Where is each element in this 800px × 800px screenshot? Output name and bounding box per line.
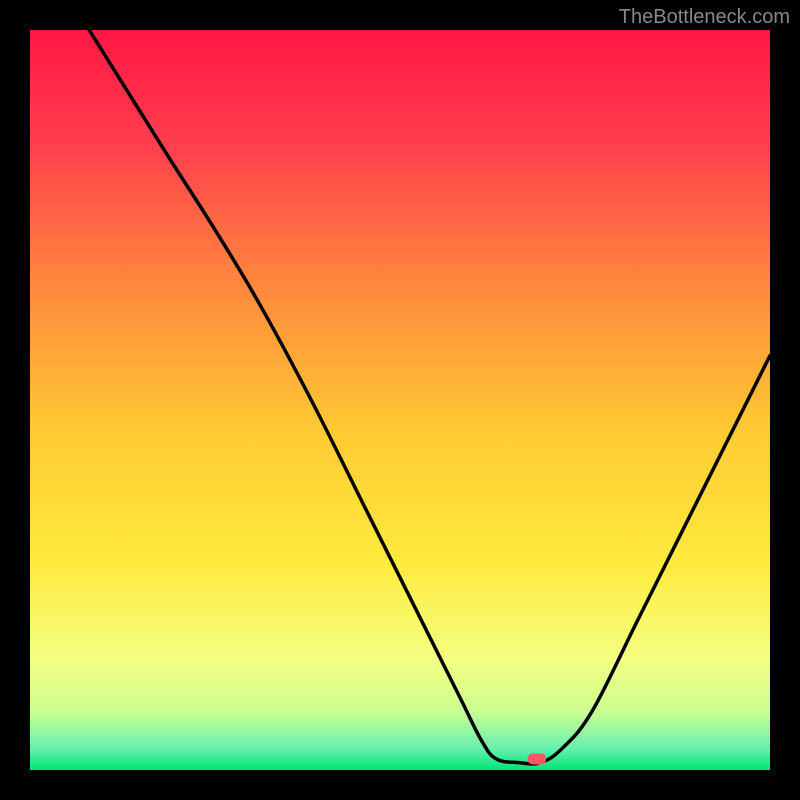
attribution-text: TheBottleneck.com bbox=[619, 6, 790, 29]
gradient-background bbox=[30, 30, 770, 770]
bottleneck-chart bbox=[30, 30, 770, 770]
chart-svg bbox=[30, 30, 770, 770]
optimal-marker bbox=[528, 753, 547, 764]
